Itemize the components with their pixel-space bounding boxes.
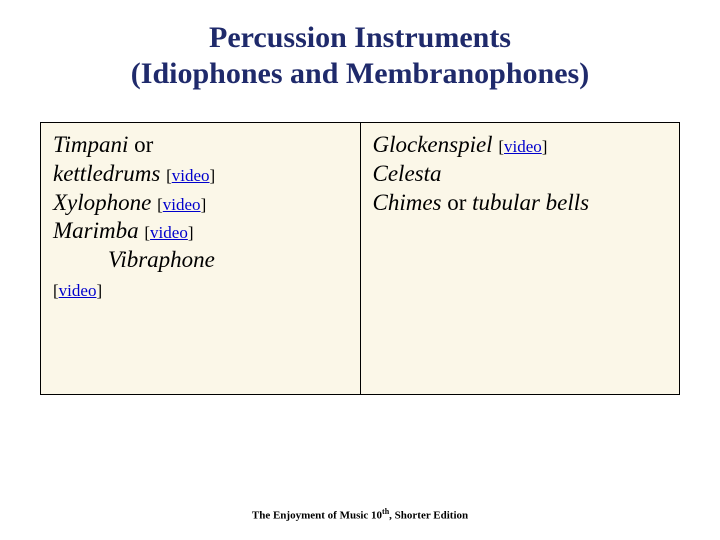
title-line2: (Idiophones and Membranophones) (131, 57, 589, 90)
or-text: or (128, 132, 153, 157)
bracket-close: ] (96, 281, 102, 300)
video-link-xylophone[interactable]: video (163, 195, 201, 214)
right-cell: Glockenspiel [video] Celesta Chimes or t… (360, 123, 680, 395)
footer-text: The Enjoyment of Music 10th, Shorter Edi… (0, 507, 720, 522)
instrument-table: Timpani or kettledrums [video] Xylophone… (40, 122, 680, 395)
video-link-vibraphone[interactable]: video (59, 281, 97, 300)
bracket-close: ] (188, 223, 194, 242)
glockenspiel-name: Glockenspiel (373, 132, 493, 157)
timpani-name-b: kettledrums (53, 161, 160, 186)
marimba-name: Marimba (53, 218, 139, 243)
instrument-table-wrap: Timpani or kettledrums [video] Xylophone… (40, 122, 680, 395)
bracket-close: ] (542, 137, 548, 156)
footer-c: , Shorter Edition (389, 510, 468, 522)
timpani-name-a: Timpani (53, 132, 128, 157)
footer-a: The Enjoyment of Music 10 (252, 510, 382, 522)
celesta-name: Celesta (373, 161, 442, 186)
chimes-or: or (442, 190, 473, 215)
bracket-close: ] (210, 166, 216, 185)
vibraphone-name: Vibraphone (53, 246, 348, 275)
bracket-close: ] (201, 195, 207, 214)
page-title: Percussion Instruments (Idiophones and M… (0, 0, 720, 92)
chimes-name-b: tubular bells (472, 190, 589, 215)
xylophone-name: Xylophone (53, 190, 151, 215)
video-link-glockenspiel[interactable]: video (504, 137, 542, 156)
title-line1: Percussion Instruments (209, 21, 511, 54)
video-link-marimba[interactable]: video (150, 223, 188, 242)
table-row: Timpani or kettledrums [video] Xylophone… (41, 123, 680, 395)
left-cell: Timpani or kettledrums [video] Xylophone… (41, 123, 361, 395)
chimes-name-a: Chimes (373, 190, 442, 215)
video-link-timpani[interactable]: video (172, 166, 210, 185)
